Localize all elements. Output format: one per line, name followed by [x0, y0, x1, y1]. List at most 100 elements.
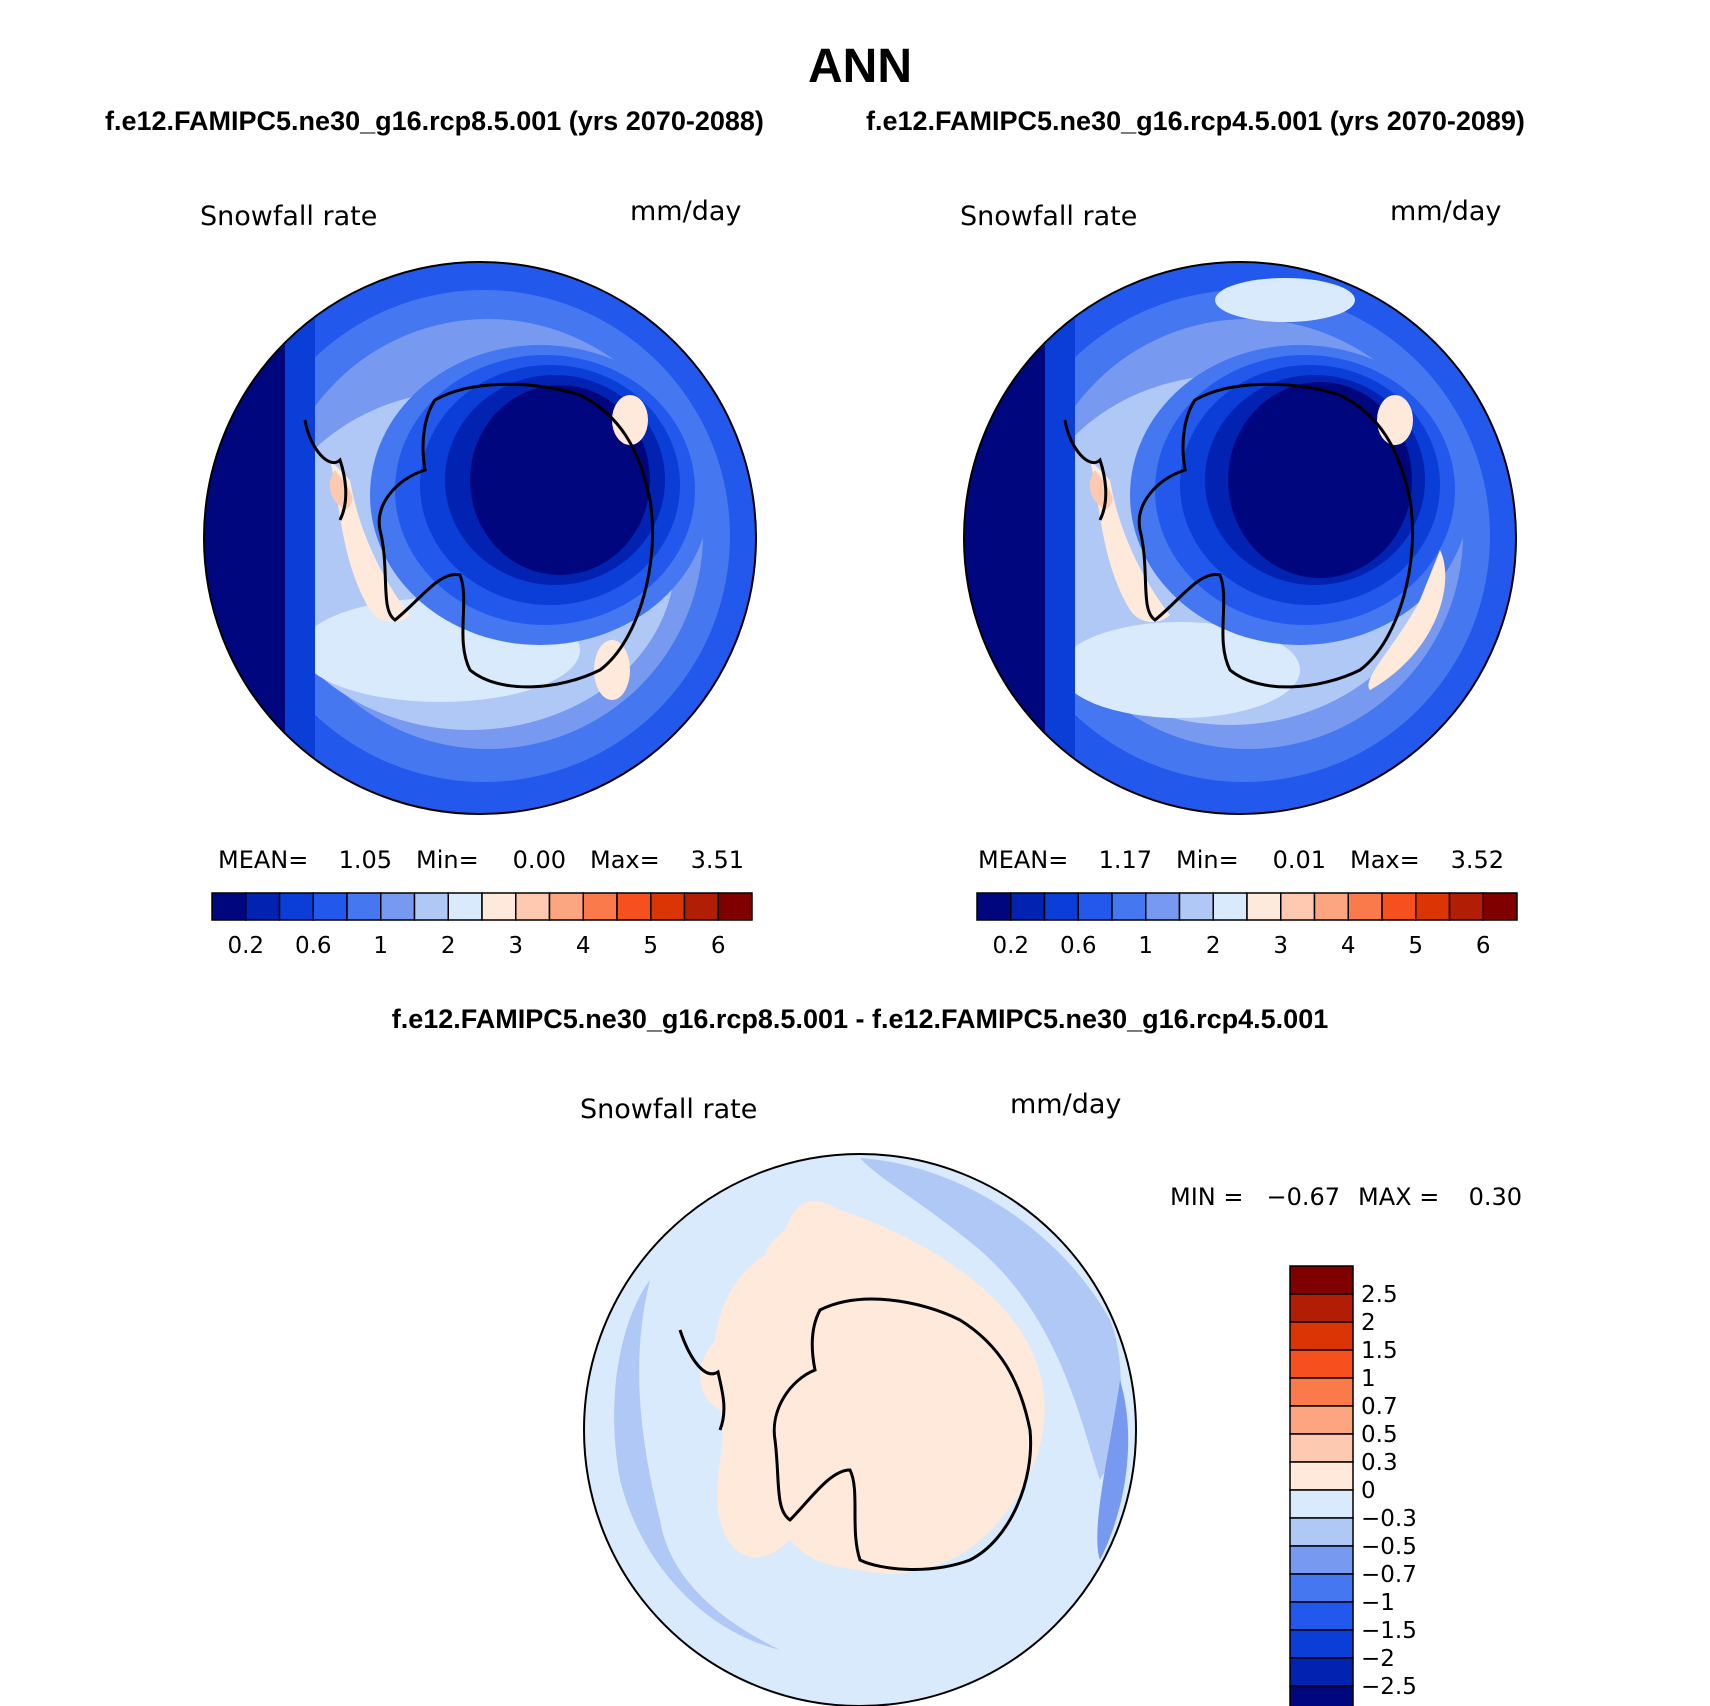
diff-colorbar-swatch	[1289, 1657, 1354, 1687]
left-run-subtitle: f.e12.FAMIPC5.ne30_g16.rcp8.5.001 (yrs 2…	[105, 106, 764, 136]
left-colorbar-swatch	[278, 892, 314, 921]
right-colorbar-swatch	[1381, 892, 1417, 921]
diff-colorbar-tick-label: 0.5	[1361, 1422, 1398, 1448]
diff-units-label: mm/day	[1010, 1089, 1121, 1120]
right-min-value: 0.01	[1273, 846, 1326, 874]
left-variable-label: Snowfall rate	[200, 201, 377, 232]
diff-colorbar-swatch	[1289, 1405, 1354, 1435]
diff-colorbar-tick-label: −0.3	[1361, 1506, 1417, 1532]
left-colorbar-swatch	[616, 892, 652, 921]
right-run-subtitle: f.e12.FAMIPC5.ne30_g16.rcp4.5.001 (yrs 2…	[866, 106, 1525, 136]
left-colorbar-tick-label: 1	[373, 933, 388, 959]
left-colorbar-tick-label: 4	[576, 933, 591, 959]
right-map-panel: Snowfall rate mm/day MEAN= 1.17 Mi	[960, 196, 1518, 959]
left-units-label: mm/day	[630, 196, 741, 227]
left-colorbar-swatch	[211, 892, 247, 921]
left-colorbar-swatch	[683, 892, 719, 921]
diff-colorbar-swatch	[1289, 1545, 1354, 1575]
diff-min-value: −0.67	[1266, 1183, 1340, 1211]
left-colorbar-swatch	[582, 892, 618, 921]
diff-min-label: MIN =	[1170, 1183, 1243, 1211]
diff-colorbar-tick-label: 1.5	[1361, 1338, 1398, 1364]
right-colorbar-tick-label: 3	[1273, 933, 1288, 959]
left-colorbar-swatch	[413, 892, 449, 921]
diff-colorbar-tick-label: −1	[1361, 1590, 1395, 1616]
right-colorbar-swatch	[1043, 892, 1079, 921]
diff-colorbar-tick-label: 0	[1361, 1478, 1376, 1504]
right-colorbar-swatch	[1313, 892, 1349, 921]
left-colorbar-swatch	[380, 892, 416, 921]
diff-colorbar-swatch	[1289, 1601, 1354, 1631]
left-colorbar-swatch	[447, 892, 483, 921]
right-colorbar-swatch	[1077, 892, 1113, 921]
left-colorbar-swatch	[548, 892, 584, 921]
left-colorbar-swatch	[346, 892, 382, 921]
left-colorbar-swatch	[312, 892, 348, 921]
left-colorbar-tick-label: 2	[441, 933, 456, 959]
right-mean-value: 1.17	[1099, 846, 1152, 874]
diff-colorbar-tick-label: −2.5	[1361, 1674, 1417, 1700]
diff-colorbar-tick-label: 2.5	[1361, 1282, 1398, 1308]
diff-colorbar-tick-label: 2	[1361, 1310, 1376, 1336]
left-min-label: Min=	[416, 846, 479, 874]
diff-colorbar-swatch	[1289, 1349, 1354, 1379]
right-max-label: Max=	[1350, 846, 1420, 874]
right-colorbar-tick-label: 1	[1138, 933, 1153, 959]
right-colorbar-swatch	[1415, 892, 1451, 921]
diff-max-label: MAX =	[1358, 1183, 1439, 1211]
diff-colorbar-swatch	[1289, 1489, 1354, 1519]
left-colorbar-swatch	[481, 892, 517, 921]
left-colorbar-swatch	[717, 892, 753, 921]
right-variable-label: Snowfall rate	[960, 201, 1137, 232]
diff-colorbar-swatch	[1289, 1321, 1354, 1351]
diff-colorbar-swatch	[1289, 1293, 1354, 1323]
left-colorbar-tick-label: 3	[508, 933, 523, 959]
diff-colorbar-tick-label: −2	[1361, 1646, 1395, 1672]
right-mean-label: MEAN=	[978, 846, 1068, 874]
difference-colorbar: 2.521.510.70.50.30−0.3−0.5−0.7−1−1.5−2−2…	[1289, 1265, 1417, 1706]
left-mean-label: MEAN=	[218, 846, 308, 874]
right-colorbar-swatch	[1448, 892, 1484, 921]
diff-colorbar-tick-label: −1.5	[1361, 1618, 1417, 1644]
diff-colorbar-swatch	[1289, 1573, 1354, 1603]
right-colorbar-swatch	[1246, 892, 1282, 921]
left-colorbar-swatch	[650, 892, 686, 921]
left-max-value: 3.51	[691, 846, 744, 874]
left-colorbar: 0.2 0.6 1 2 3 4 5 6	[211, 892, 753, 959]
left-map-panel: Snowfall rate mm/day MEAN= 1.05 Mi	[200, 196, 757, 959]
right-colorbar-swatch	[1111, 892, 1147, 921]
left-colorbar-swatch	[245, 892, 281, 921]
left-colorbar-swatch	[515, 892, 551, 921]
diff-colorbar-swatch	[1289, 1265, 1354, 1295]
difference-map-panel: Snowfall rate mm/day MIN = −0.67 MAX = 0…	[580, 1089, 1522, 1706]
diff-colorbar-swatch	[1289, 1433, 1354, 1463]
left-colorbar-tick-label: 0.6	[295, 933, 332, 959]
diff-colorbar-swatch	[1289, 1517, 1354, 1547]
diff-colorbar-swatch	[1289, 1461, 1354, 1491]
left-colorbar-tick-label: 5	[643, 933, 658, 959]
diff-colorbar-tick-label: 0.3	[1361, 1450, 1398, 1476]
right-colorbar-tick-label: 0.6	[1060, 933, 1097, 959]
left-min-value: 0.00	[513, 846, 566, 874]
right-colorbar-tick-label: 6	[1476, 933, 1491, 959]
right-colorbar-swatch	[1347, 892, 1383, 921]
left-max-label: Max=	[590, 846, 660, 874]
right-colorbar-swatch	[1010, 892, 1046, 921]
diff-colorbar-tick-label: −0.5	[1361, 1534, 1417, 1560]
diff-colorbar-swatch	[1289, 1685, 1354, 1706]
right-colorbar-tick-label: 2	[1206, 933, 1221, 959]
right-colorbar-tick-label: 0.2	[992, 933, 1029, 959]
left-colorbar-tick-label: 0.2	[227, 933, 264, 959]
right-colorbar-swatch	[1482, 892, 1518, 921]
right-min-label: Min=	[1176, 846, 1239, 874]
difference-polar-map	[584, 1154, 1136, 1706]
difference-title: f.e12.FAMIPC5.ne30_g16.rcp8.5.001 - f.e1…	[392, 1004, 1328, 1034]
right-colorbar-swatch	[1280, 892, 1316, 921]
diff-colorbar-tick-label: 1	[1361, 1366, 1376, 1392]
right-colorbar: 0.2 0.6 1 2 3 4 5 6	[976, 892, 1518, 959]
right-colorbar-swatch	[976, 892, 1012, 921]
right-max-value: 3.52	[1451, 846, 1504, 874]
right-colorbar-tick-label: 4	[1341, 933, 1356, 959]
diff-max-value: 0.30	[1469, 1183, 1522, 1211]
